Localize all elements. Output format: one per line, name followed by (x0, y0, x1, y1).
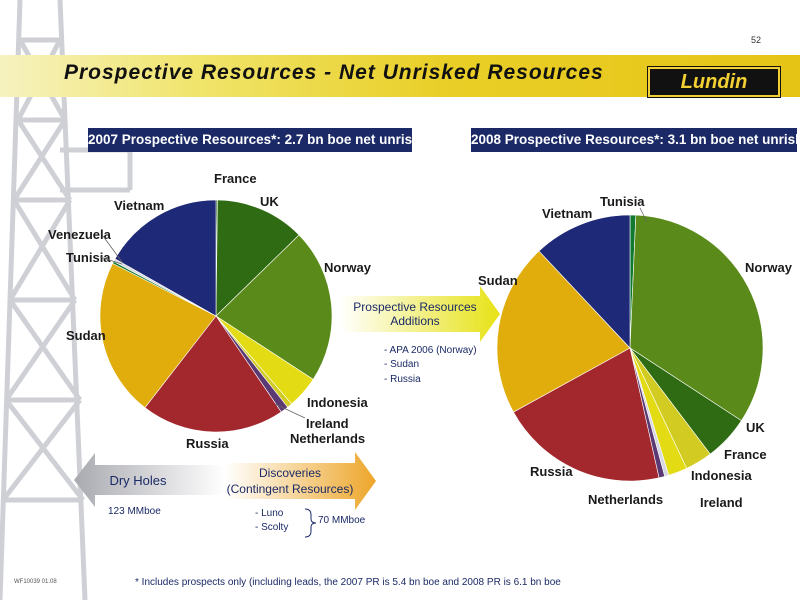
pie-label: Indonesia (691, 468, 752, 483)
discoveries-arrow (225, 452, 376, 510)
pie-slice-sudan (99, 262, 217, 409)
leader-line (274, 403, 306, 419)
additions-item: - APA 2006 (Norway) (384, 345, 477, 356)
discoveries-label: Discoveries (258, 466, 321, 480)
pie-slice-norway (629, 214, 764, 422)
pie-2008-labels: Tunisia Norway UK France Indonesia Irela… (478, 194, 793, 510)
discoveries-value: 70 MMboe (318, 515, 366, 526)
pie-label: France (724, 447, 767, 462)
pie-label: Vietnam (542, 206, 592, 221)
chart-2007-title: 2007 Prospective Resources*: 2.7 bn boe … (88, 128, 435, 152)
pie-label: Norway (324, 260, 372, 275)
additions-item: - Sudan (384, 359, 420, 370)
pie-2007-labels: France UK Norway Indonesia Ireland Nethe… (48, 171, 372, 451)
pie-slice-uk (215, 199, 300, 317)
pie-slice-vietnam (114, 199, 217, 317)
document-code: WF10039 01.08 (14, 579, 57, 585)
pie-slice-russia (144, 315, 282, 433)
pie-label: Venezuela (48, 227, 112, 242)
pie-label: Sudan (478, 273, 518, 288)
pie-slice-norway (215, 234, 333, 380)
leader-line (102, 235, 123, 263)
discovery-item: - Scolty (255, 522, 289, 533)
pie-label: Russia (530, 464, 573, 479)
pie-slice-vietnam (538, 214, 631, 349)
lundin-logo: Lundin (648, 67, 780, 97)
logo-text: Lundin (680, 71, 748, 93)
additions-item: - Russia (384, 374, 421, 385)
leader-line (639, 207, 648, 223)
pie-label: Sudan (66, 328, 106, 343)
pie-slice-sudan (496, 250, 631, 413)
pie-slice-russia (513, 347, 660, 482)
footnote: * Includes prospects only (including lea… (135, 577, 561, 588)
pie-label: France (214, 171, 257, 186)
discoveries-sublabel: (Contingent Resources) (226, 482, 354, 496)
slide-title: Prospective Resources - Net Unrisked Res… (64, 61, 604, 84)
pie-2008 (496, 214, 764, 482)
pie-label: Tunisia (600, 194, 645, 209)
pie-2007 (99, 199, 333, 433)
discovery-item: - Luno (255, 508, 284, 519)
pie-label: Ireland (700, 495, 743, 510)
pie-label: Norway (745, 260, 793, 275)
additions-label: Prospective Resources Additions (353, 300, 477, 328)
pie-label: UK (260, 194, 279, 209)
oil-derrick-background (0, 0, 133, 600)
dry-holes-arrow (74, 453, 225, 507)
pie-label: Indonesia (307, 395, 368, 410)
pie-label: Vietnam (114, 198, 164, 213)
dry-holes-value: 123 MMboe (108, 506, 161, 517)
pie-label: UK (746, 420, 765, 435)
pie-label: Ireland (306, 416, 349, 431)
chart-2008-title: 2008 Prospective Resources*: 3.1 bn boe … (471, 128, 800, 152)
pie-label: Tunisia (66, 250, 111, 265)
page-number: 52 (751, 35, 762, 45)
pie-label: Russia (186, 436, 229, 451)
pie-label: Netherlands (588, 492, 663, 507)
leader-line (99, 256, 123, 265)
additions-arrow (340, 286, 500, 342)
dry-holes-label: Dry Holes (109, 473, 167, 488)
pie-label: Netherlands (290, 431, 365, 446)
discoveries-bracket (304, 508, 317, 538)
